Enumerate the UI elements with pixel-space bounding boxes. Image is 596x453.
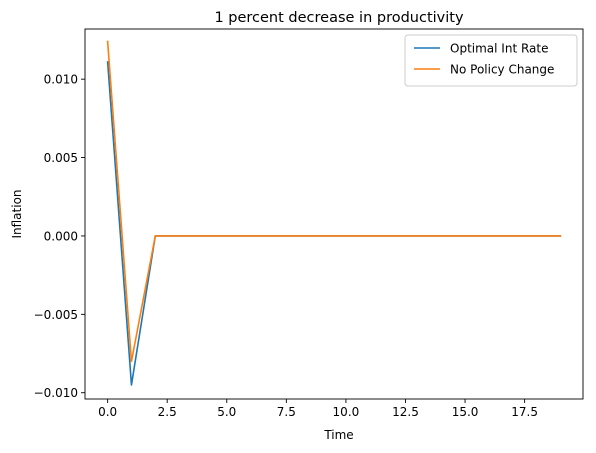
series-layer bbox=[106, 40, 562, 386]
y-tick-label: −0.005 bbox=[34, 308, 78, 322]
legend-label: No Policy Change bbox=[450, 63, 554, 77]
series-line-1 bbox=[106, 61, 562, 386]
legend-box bbox=[404, 34, 578, 87]
plot-frame bbox=[84, 28, 584, 400]
y-tick-label: 0.005 bbox=[44, 151, 78, 165]
legend-label: Optimal Int Rate bbox=[450, 42, 548, 56]
x-tick-label: 15.0 bbox=[452, 405, 479, 419]
x-tick-label: 2.5 bbox=[158, 405, 177, 419]
y-tick-label: 0.010 bbox=[44, 73, 78, 87]
x-axis-label: Time bbox=[323, 428, 353, 442]
series-line-2 bbox=[106, 40, 562, 363]
x-tick-label: 12.5 bbox=[392, 405, 419, 419]
legend: Optimal Int Rate No Policy Change bbox=[404, 34, 578, 87]
x-tick-label: 17.5 bbox=[511, 405, 538, 419]
x-tick-label: 5.0 bbox=[217, 405, 236, 419]
y-axis-ticks: −0.010 −0.005 0.000 0.005 0.010 bbox=[34, 73, 85, 400]
x-tick-label: 10.0 bbox=[333, 405, 360, 419]
y-tick-label: −0.010 bbox=[34, 386, 78, 400]
x-axis-ticks: 0.0 2.5 5.0 7.5 10.0 12.5 15.0 17.5 bbox=[98, 399, 538, 419]
x-tick-label: 0.0 bbox=[98, 405, 117, 419]
y-tick-label: 0.000 bbox=[44, 229, 78, 243]
chart-title: 1 percent decrease in productivity bbox=[214, 10, 464, 26]
x-tick-label: 7.5 bbox=[277, 405, 296, 419]
y-axis-label: Inflation bbox=[10, 189, 24, 238]
plot-area bbox=[84, 28, 584, 400]
